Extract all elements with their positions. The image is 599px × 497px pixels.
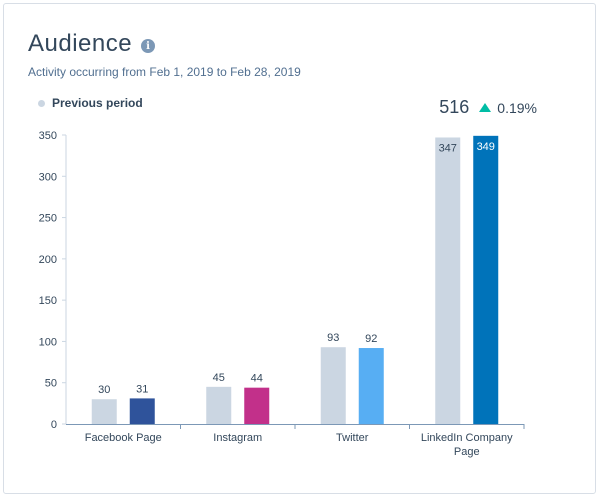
x-tick-label: Facebook Page — [85, 432, 162, 444]
page-title: Audience — [28, 30, 133, 57]
date-range-subtitle: Activity occurring from Feb 1, 2019 to F… — [28, 65, 301, 79]
bar-current — [473, 135, 499, 424]
x-tick-label: Twitter — [336, 432, 369, 444]
y-tick-label: 150 — [39, 295, 57, 307]
y-tick-label: 100 — [39, 336, 57, 348]
y-tick-label: 0 — [51, 419, 57, 431]
summary-change: 0.19% — [497, 99, 537, 116]
data-label: 347 — [439, 142, 457, 154]
legend-swatch-previous — [38, 99, 45, 107]
data-label: 349 — [477, 141, 495, 153]
y-tick-label: 250 — [39, 213, 57, 225]
bar-current — [244, 387, 270, 424]
info-icon[interactable]: i — [141, 39, 156, 53]
bar-previous — [91, 399, 117, 424]
y-tick-label: 350 — [39, 130, 57, 142]
y-tick-label: 300 — [39, 171, 57, 183]
x-tick-label: LinkedIn Company — [421, 432, 513, 444]
data-label: 44 — [251, 373, 263, 385]
y-tick-label: 200 — [39, 254, 57, 266]
trend-up-icon — [479, 103, 492, 112]
y-tick-label: 50 — [45, 378, 57, 390]
bar-previous — [206, 386, 232, 424]
bar-previous — [435, 137, 461, 424]
legend-label-previous: Previous period — [52, 96, 143, 110]
x-tick-label: Instagram — [213, 432, 262, 444]
title-row: Audience i — [28, 30, 156, 58]
bar-current — [129, 398, 155, 424]
x-tick-label: Page — [454, 446, 480, 458]
data-label: 30 — [98, 384, 110, 396]
bar-current — [358, 348, 384, 424]
data-label: 45 — [213, 372, 225, 384]
data-label: 92 — [365, 333, 377, 345]
summary: 516 0.19% — [439, 97, 537, 118]
data-label: 93 — [327, 332, 339, 344]
summary-total: 516 — [439, 97, 470, 117]
data-label: 31 — [136, 383, 148, 395]
bar-previous — [320, 347, 346, 424]
legend: Previous period — [38, 96, 143, 110]
